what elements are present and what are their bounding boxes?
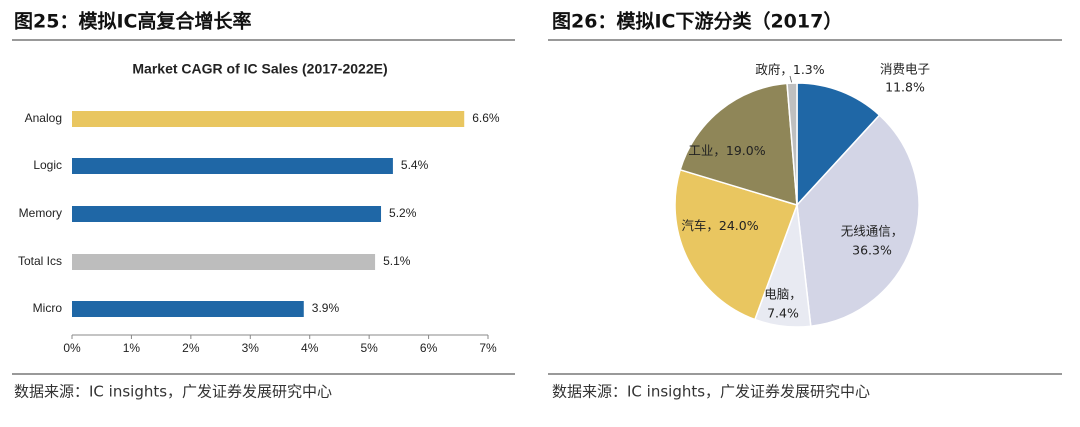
slice-name: 工业，: [688, 143, 726, 158]
y-tick-label: Micro: [33, 301, 63, 315]
pie-slice: [786, 82, 798, 206]
y-tick-label: Analog: [25, 111, 62, 125]
x-tick-label: 3%: [242, 341, 260, 355]
x-tick-label: 2%: [182, 341, 200, 355]
value-label: 19.0%: [726, 143, 766, 158]
value-label: 11.8%: [885, 80, 925, 95]
bar: [72, 301, 304, 317]
bar: [72, 206, 382, 222]
x-tick-label: 6%: [420, 341, 438, 355]
pie-slice: [796, 82, 881, 207]
value-label: 3.9%: [312, 301, 340, 315]
figure-title: 图26：模拟IC下游分类（2017）: [552, 10, 842, 33]
y-tick-label: Logic: [33, 158, 62, 172]
slice-label: 工业，19.0%: [688, 143, 765, 158]
bar: [72, 158, 393, 174]
value-label: 5.1%: [383, 254, 411, 268]
slice-name: 政府，: [755, 62, 793, 77]
x-tick-label: 4%: [301, 341, 319, 355]
x-tick-label: 7%: [479, 341, 497, 355]
value-label: 7.4%: [767, 306, 799, 321]
chart-title: Market CAGR of IC Sales (2017-2022E): [132, 61, 387, 77]
figure-title: 图25：模拟IC高复合增长率: [14, 10, 251, 33]
x-tick-label: 0%: [63, 341, 81, 355]
pie-slice: [674, 168, 798, 321]
value-label: 5.2%: [389, 206, 417, 220]
source: 数据来源：IC insights，广发证券发展研究中心: [552, 383, 870, 401]
value-label: 1.3%: [793, 62, 825, 77]
bar: [72, 254, 376, 270]
value-label: 5.4%: [401, 158, 429, 172]
slice-name: 消费电子: [880, 62, 930, 77]
value-label: 36.3%: [852, 243, 892, 258]
pie-slice: [679, 82, 798, 207]
slice-name: 无线通信，: [841, 224, 904, 239]
pie-slice: [796, 114, 920, 328]
value-label: 24.0%: [719, 218, 759, 233]
slice-name: 电脑，: [764, 287, 802, 302]
slice-label: 政府，1.3%: [755, 62, 824, 77]
value-label: 6.6%: [472, 111, 500, 125]
x-tick-label: 1%: [123, 341, 141, 355]
y-tick-label: Total Ics: [18, 254, 62, 268]
slice-name: 汽车，: [681, 218, 719, 233]
source: 数据来源：IC insights，广发证券发展研究中心: [14, 383, 332, 401]
y-tick-label: Memory: [19, 206, 62, 220]
x-tick-label: 5%: [360, 341, 378, 355]
slice-label: 汽车，24.0%: [681, 218, 758, 233]
bar: [72, 111, 465, 127]
